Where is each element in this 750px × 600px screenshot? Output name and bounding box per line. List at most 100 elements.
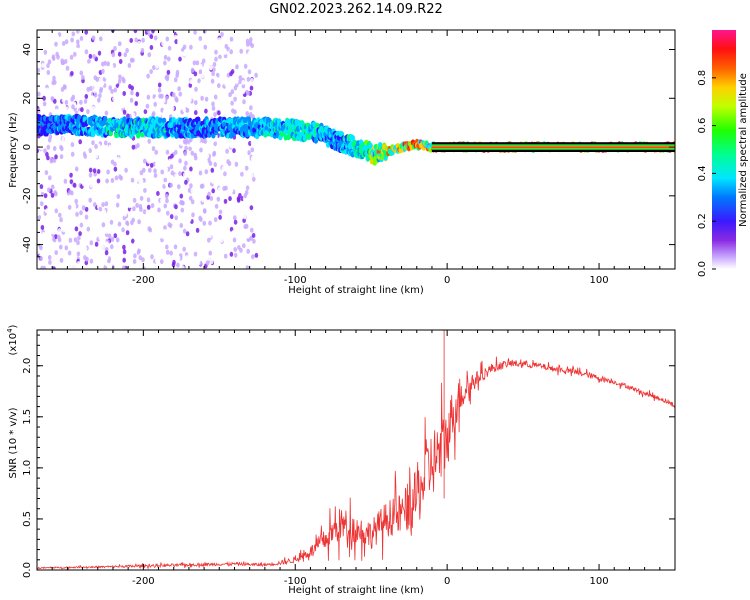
heatmap-cell <box>212 67 216 73</box>
heatmap-cell <box>37 201 40 207</box>
colorbar-tick-label: 0.8 <box>697 70 708 86</box>
heatmap-cell <box>102 102 107 108</box>
heatmap-cell <box>163 60 167 66</box>
heatmap-cell <box>152 65 156 71</box>
heatmap-cell <box>198 242 202 248</box>
heatmap-cell <box>75 158 79 164</box>
heatmap-cell <box>112 96 116 102</box>
heatmap-cell <box>196 260 201 266</box>
heatmap-cell <box>216 247 221 253</box>
heatmap-cell <box>197 137 201 143</box>
heatmap-cell <box>98 78 102 83</box>
heatmap-cell <box>62 84 67 90</box>
heatmap-cell <box>118 189 122 195</box>
heatmap-cell <box>243 193 248 199</box>
heatmap-cell <box>130 182 134 188</box>
heatmap-cell <box>208 220 212 226</box>
heatmap-cell <box>118 213 123 219</box>
heatmap-cell <box>131 144 136 150</box>
heatmap-cell <box>71 145 75 151</box>
heatmap-cell <box>223 198 228 204</box>
heatmap-cell <box>39 145 43 151</box>
heatmap-cell <box>103 140 108 146</box>
heatmap-cell <box>231 181 236 187</box>
heatmap-cell <box>143 188 147 193</box>
heatmap-cell <box>238 112 243 118</box>
heatmap-cell <box>52 75 56 81</box>
heatmap-cell <box>146 239 150 245</box>
heatmap-cell <box>123 211 127 217</box>
heatmap-cell <box>239 48 243 54</box>
heatmap-cell <box>187 63 192 69</box>
heatmap-cell <box>219 157 223 163</box>
heatmap-cell <box>235 188 239 194</box>
heatmap-cell <box>154 149 158 155</box>
heatmap-cell <box>214 56 218 62</box>
x-tick-label: 100 <box>590 275 609 286</box>
heatmap-cell <box>86 109 90 115</box>
heatmap-cell <box>83 165 88 171</box>
heatmap-cell <box>368 142 373 149</box>
heatmap-cell <box>222 186 226 191</box>
heatmap-cell <box>101 68 105 74</box>
heatmap-cell <box>135 58 140 64</box>
heatmap-cell <box>217 83 221 89</box>
heatmap-cell <box>196 252 201 257</box>
heatmap-cell <box>185 107 190 113</box>
heatmap-cell <box>221 179 226 185</box>
heatmap-cell <box>183 172 187 178</box>
heatmap-cell <box>212 62 217 67</box>
heatmap-cell <box>116 194 121 199</box>
heatmap-cell <box>188 195 193 201</box>
heatmap-cell <box>87 63 92 69</box>
x-tick-label: -200 <box>132 275 155 286</box>
heatmap-cell <box>70 151 75 157</box>
heatmap-cell <box>196 30 200 33</box>
heatmap-cell <box>146 197 151 203</box>
heatmap-cell <box>242 218 246 223</box>
heatmap-cell <box>208 250 213 256</box>
heatmap-cell <box>116 100 121 106</box>
heatmap-cell <box>220 237 224 243</box>
heatmap-cell <box>114 38 118 44</box>
heatmap-cell <box>118 174 122 180</box>
heatmap-cell <box>55 88 60 94</box>
heatmap-cell <box>247 242 251 248</box>
heatmap-cell <box>126 235 131 241</box>
heatmap-cell <box>218 214 222 220</box>
heatmap-cell <box>114 79 119 85</box>
heatmap-cell <box>160 207 165 212</box>
heatmap-cell <box>171 225 176 231</box>
heatmap-cell <box>216 154 221 160</box>
heatmap-cell <box>63 178 68 184</box>
heatmap-cell <box>177 86 181 92</box>
heatmap-cell <box>156 40 160 46</box>
heatmap-cell <box>120 150 124 156</box>
heatmap-cell <box>55 51 59 57</box>
heatmap-cell <box>143 158 147 164</box>
heatmap-cell <box>249 205 254 211</box>
heatmap-cell <box>157 82 162 88</box>
heatmap-cell <box>193 155 198 161</box>
heatmap-cell <box>199 54 203 60</box>
heatmap-cell <box>250 43 254 49</box>
heatmap-cell <box>82 54 87 60</box>
heatmap-cell <box>247 150 251 156</box>
heatmap-cell <box>154 258 159 264</box>
heatmap-cell <box>96 63 101 69</box>
heatmap-cell <box>106 169 110 175</box>
heatmap-cell <box>216 196 221 202</box>
heatmap-cell <box>154 96 159 102</box>
heatmap-cell <box>211 43 215 49</box>
heatmap-cell <box>161 234 165 240</box>
heatmap-cell <box>101 222 106 228</box>
colorbar-tick-label: 0.6 <box>697 118 708 134</box>
heatmap-cell <box>139 212 144 218</box>
heatmap-cell <box>153 234 157 240</box>
heatmap-cell <box>56 234 61 240</box>
heatmap-cell <box>247 51 251 56</box>
heatmap-cell <box>183 165 187 171</box>
heatmap-cell <box>59 222 64 228</box>
heatmap-cell <box>131 238 135 244</box>
heatmap-cell <box>122 176 127 182</box>
